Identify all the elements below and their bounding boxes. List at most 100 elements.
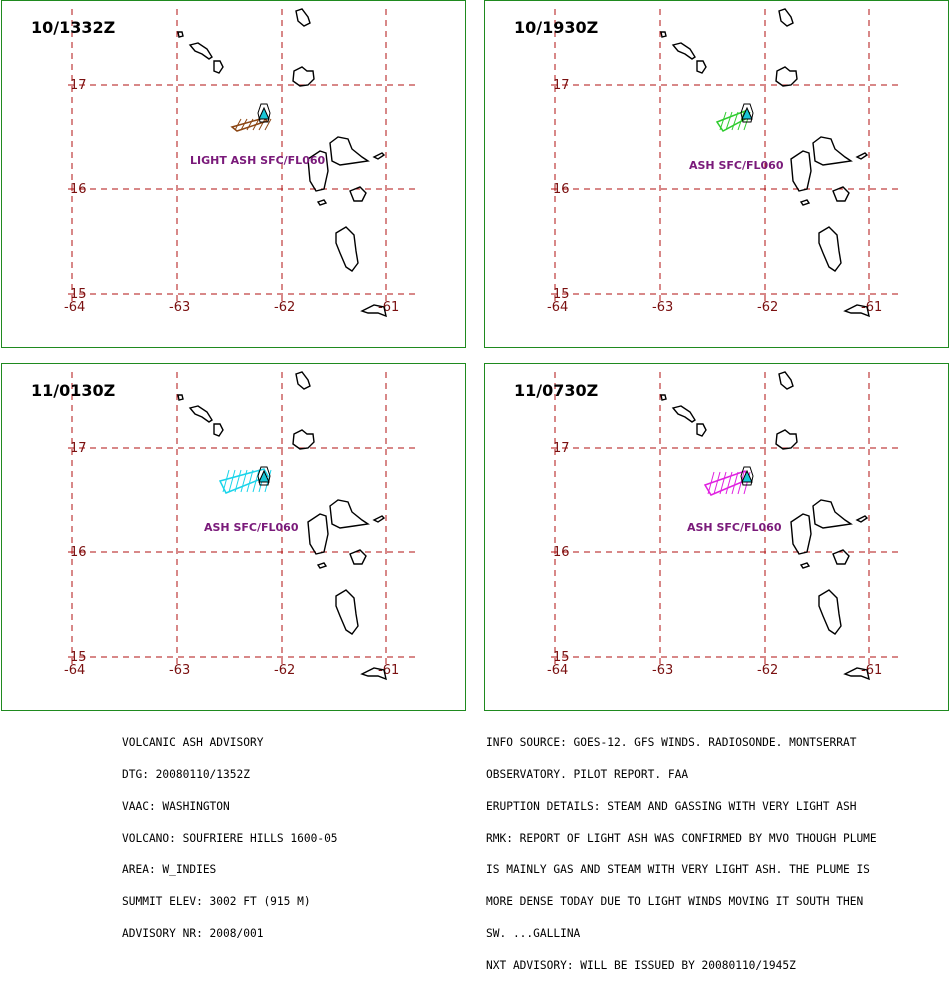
longitude-label: -61	[378, 663, 399, 678]
volcanic-ash-map: 17 16 15-64 -63 -62 -61 ASH SFC/FL060	[547, 8, 903, 318]
ash-hatch-line	[252, 118, 260, 131]
island-coastline	[799, 562, 811, 569]
island-coastline	[177, 394, 184, 401]
advisory-line: MORE DENSE TODAY DUE TO LIGHT WINDS MOVI…	[486, 895, 864, 909]
island-coastline	[307, 513, 329, 555]
ash-layer-label: LIGHT ASH SFC/FL060	[190, 154, 325, 167]
advisory-line: RMK: REPORT OF LIGHT ASH WAS CONFIRMED B…	[486, 831, 877, 845]
ash-hatch-line	[725, 471, 733, 495]
montserrat-coastline	[257, 466, 271, 486]
island-coastline	[188, 42, 213, 60]
advisory-line: IS MAINLY GAS AND STEAM WITH VERY LIGHT …	[486, 863, 870, 877]
ash-hatch-line	[719, 111, 727, 131]
ash-layer-label: ASH SFC/FL060	[687, 521, 782, 534]
island-coastline	[213, 60, 224, 74]
island-coastline	[316, 562, 328, 569]
island-coastline	[329, 499, 370, 529]
ash-hatch-line	[234, 469, 242, 493]
island-coastline	[778, 371, 794, 390]
island-coastline	[307, 150, 329, 192]
island-coastline	[349, 186, 367, 202]
island-coastline	[660, 394, 667, 401]
longitude-label: -64	[547, 663, 568, 678]
island-coastline	[671, 42, 696, 60]
longitude-label: -63	[652, 663, 673, 678]
forecast-panel-4: 17 16 15 -64 -63 -62 -61 ASH SFC/FL060 11/0730Z	[484, 363, 949, 711]
advisory-line: NXT ADVISORY: WILL BE ISSUED BY 20080110…	[486, 958, 796, 972]
latitude-label: 17	[70, 441, 87, 456]
island-coastline	[832, 549, 850, 565]
longitude-label: -64	[64, 663, 85, 678]
ash-layer-label: ASH SFC/FL060	[204, 521, 299, 534]
advisory-line: SW. ...GALLINA	[486, 926, 581, 940]
advisory-line: AREA: W_INDIES	[122, 863, 217, 877]
ash-hatch-line	[246, 118, 254, 131]
longitude-label: -63	[169, 663, 190, 678]
island-coastline	[812, 499, 853, 529]
longitude-label: -61	[861, 663, 882, 678]
ash-hatch-line	[737, 111, 745, 131]
latitude-label: 15	[70, 650, 87, 665]
island-coastline	[818, 589, 842, 635]
longitude-label: -64	[547, 300, 568, 315]
advisory-line: INFO SOURCE: GOES-12. GFS WINDS. RADIOSO…	[486, 736, 857, 750]
latitude-label: 16	[70, 182, 87, 197]
island-coastline	[316, 199, 328, 206]
island-coastline	[775, 66, 798, 87]
island-coastline	[775, 429, 798, 450]
island-coastline	[812, 136, 853, 166]
longitude-label: -63	[652, 300, 673, 315]
ash-hatch-line	[240, 469, 248, 493]
ash-hatch-line	[228, 469, 236, 493]
island-coastline	[360, 304, 387, 318]
montserrat-coastline	[257, 103, 271, 123]
ash-hatch-line	[222, 469, 230, 493]
island-coastline	[177, 31, 184, 38]
volcanic-ash-map: 17 16 15-64 -63 -62 -61 ASH SFC/FL060	[64, 371, 420, 681]
island-coastline	[696, 423, 707, 437]
island-coastline	[213, 423, 224, 437]
latitude-label: 15	[70, 287, 87, 302]
ash-hatch-line	[240, 118, 248, 131]
advisory-remarks-block: INFO SOURCE: GOES-12. GFS WINDS. RADIOSO…	[486, 717, 877, 982]
advisory-line: SUMMIT ELEV: 3002 FT (915 M)	[122, 895, 311, 909]
ash-hatch-line	[246, 469, 254, 493]
island-coastline	[818, 226, 842, 272]
latitude-label: 17	[553, 78, 570, 93]
island-coastline	[671, 405, 696, 423]
forecast-panel-3: 17 16 15 -64 -63 -62 -61 ASH SFC/FL060 11/0130Z	[1, 363, 466, 711]
advisory-header-block: VOLCANIC ASH ADVISORY DTG: 20080110/1352…	[122, 717, 338, 950]
montserrat-coastline	[740, 466, 754, 486]
ash-hatch-line	[713, 471, 721, 495]
advisory-line: ERUPTION DETAILS: STEAM AND GASSING WITH…	[486, 799, 857, 813]
advisory-line: VOLCANO: SOUFRIERE HILLS 1600-05	[122, 831, 338, 845]
volcano-icon	[741, 106, 753, 120]
island-coastline	[292, 429, 315, 450]
volcanic-ash-map: 17 16 15-64 -63 -62 -61 ASH SFC/FL060	[547, 371, 903, 681]
island-coastline	[295, 8, 311, 27]
volcano-icon	[258, 106, 270, 120]
latitude-label: 17	[553, 441, 570, 456]
longitude-label: -62	[757, 663, 778, 678]
ash-hatch-line	[719, 471, 727, 495]
latitude-label: 15	[553, 287, 570, 302]
island-coastline	[790, 513, 812, 555]
latitude-label: 17	[70, 78, 87, 93]
longitude-label: -61	[861, 300, 882, 315]
island-coastline	[855, 152, 869, 160]
panel-time-label: 10/1332Z	[31, 18, 116, 37]
latitude-label: 16	[553, 545, 570, 560]
island-coastline	[843, 304, 870, 318]
island-coastline	[832, 186, 850, 202]
ash-hatch-line	[258, 118, 266, 131]
volcano-icon	[741, 469, 753, 483]
island-coastline	[372, 515, 386, 523]
island-coastline	[188, 405, 213, 423]
island-coastline	[790, 150, 812, 192]
island-coastline	[855, 515, 869, 523]
ash-hatch-line	[725, 111, 733, 131]
ash-hatch-line	[731, 111, 739, 131]
latitude-label: 16	[553, 182, 570, 197]
latitude-label: 15	[553, 650, 570, 665]
ash-layer-label: ASH SFC/FL060	[689, 159, 784, 172]
